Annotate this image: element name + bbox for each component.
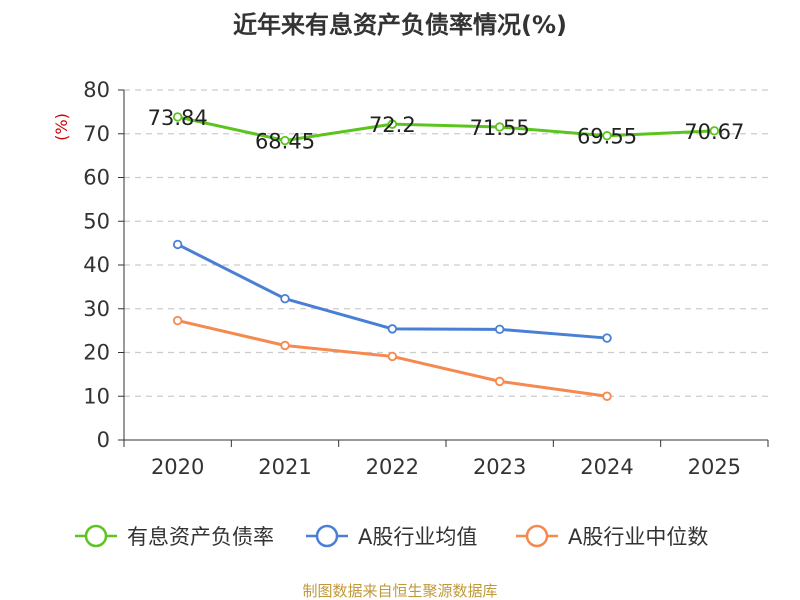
grid: [124, 89, 768, 397]
legend-item-2[interactable]: A股行业中位数: [516, 524, 708, 549]
data-point[interactable]: [387, 351, 398, 362]
y-tick-label: 0: [97, 428, 110, 452]
y-axis-label: (%): [52, 113, 71, 141]
axes: 0 10 20 30 40 50 60 70 80 2020 2021 2022 2023 2024 202…: [83, 78, 769, 479]
y-tick-label: 60: [83, 166, 110, 190]
x-tick-label: 2024: [580, 455, 633, 479]
data-point[interactable]: [387, 324, 398, 334]
legend-marker-icon: [315, 524, 339, 548]
y-tick-label: 40: [83, 253, 110, 277]
legend-item-1[interactable]: A股行业均值: [306, 524, 477, 549]
data-point[interactable]: [280, 340, 290, 351]
legend-label: 有息资产负债率: [127, 525, 274, 549]
data-point[interactable]: [602, 391, 612, 401]
x-tick-label: 2023: [473, 455, 526, 479]
data-label: 71.55: [470, 116, 530, 140]
series-1: [172, 239, 612, 343]
series-0: [172, 112, 720, 146]
legend-marker-icon: [84, 524, 108, 548]
legend-label: A股行业均值: [358, 525, 477, 549]
data-label: 69.55: [577, 125, 637, 149]
y-tick-label: 10: [83, 384, 110, 408]
x-tick-label: 2020: [151, 455, 204, 479]
y-tick-label: 20: [83, 341, 110, 365]
data-point[interactable]: [280, 293, 290, 304]
data-point[interactable]: [494, 324, 505, 335]
data-labels: 73.84 68.45 72.2 71.55 69.55 70.67: [148, 106, 745, 154]
series-line: [176, 115, 716, 143]
legend[interactable]: 有息资产负债率 A股行业均值 A股行业中位数: [75, 524, 708, 549]
x-tick-label: 2021: [258, 455, 311, 479]
series: [172, 112, 720, 401]
data-point[interactable]: [172, 315, 183, 326]
data-point[interactable]: [494, 122, 505, 132]
data-point[interactable]: [602, 131, 612, 141]
series-2: [172, 315, 612, 401]
legend-label: A股行业中位数: [568, 525, 708, 549]
y-tick-label: 50: [83, 209, 110, 233]
legend-item-0[interactable]: 有息资产负债率: [75, 524, 274, 549]
data-label: 72.2: [369, 113, 416, 137]
data-label: 68.45: [255, 130, 315, 154]
data-point[interactable]: [602, 333, 612, 343]
chart-title: 近年来有息资产负债率情况(%): [233, 11, 567, 39]
data-point[interactable]: [172, 239, 183, 250]
data-point[interactable]: [172, 112, 183, 122]
x-tick-label: 2022: [366, 455, 419, 479]
x-tick-label: 2025: [688, 455, 741, 479]
data-point[interactable]: [387, 119, 398, 129]
data-point[interactable]: [280, 135, 290, 146]
data-label: 73.84: [148, 106, 208, 130]
data-label: 70.67: [684, 120, 744, 144]
data-point[interactable]: [494, 376, 505, 387]
y-tick-label: 80: [83, 78, 110, 102]
y-tick-label: 30: [83, 297, 110, 321]
data-point[interactable]: [709, 126, 720, 136]
y-tick-label: 70: [83, 122, 110, 146]
series-line: [176, 242, 609, 340]
legend-marker-icon: [525, 524, 549, 548]
source-note: 制图数据来自恒生聚源数据库: [302, 582, 497, 600]
